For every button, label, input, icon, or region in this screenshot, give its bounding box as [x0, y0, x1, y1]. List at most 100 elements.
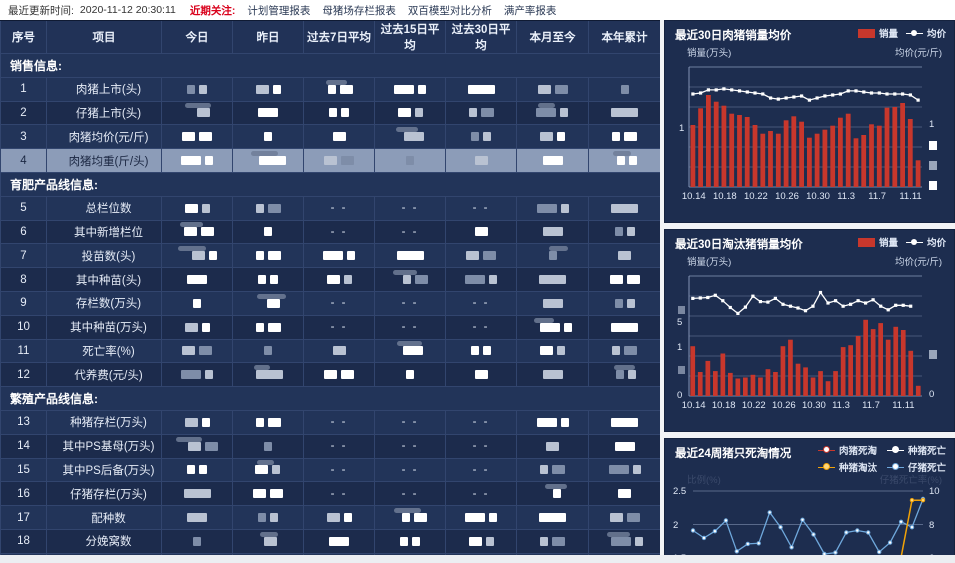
- row-value-cell: [445, 505, 517, 530]
- row-item-name: 存栏数(万头): [46, 290, 162, 316]
- row-value-cell: [161, 267, 233, 292]
- chart2-legend-item-volume[interactable]: 销量: [857, 235, 898, 249]
- redacted-value: [329, 108, 337, 118]
- row-value-cell: [303, 528, 375, 554]
- table-row[interactable]: 14 其中PS基母(万头) - -- -- -: [0, 433, 660, 459]
- table-row[interactable]: 1 肉猪上市(头): [0, 76, 660, 102]
- chart-xtick: 10.14: [681, 400, 706, 411]
- link-plan-management-report[interactable]: 计划管理报表: [247, 4, 311, 17]
- redacted-value: [615, 370, 624, 380]
- row-value-cell: [588, 362, 660, 388]
- redacted-value: [557, 346, 565, 356]
- row-index: 3: [0, 124, 47, 150]
- chart3-legend: 肉猪死淘 种猪死亡: [817, 443, 946, 474]
- redacted-value: [193, 298, 201, 308]
- table-row[interactable]: 15 其中PS后备(万头) - -- -- -: [0, 457, 660, 483]
- row-index: 1: [0, 76, 47, 102]
- table-row[interactable]: 17 配种数: [0, 505, 660, 530]
- chart3-y2label: 仔猪死亡率(%): [879, 475, 942, 486]
- table-row[interactable]: 9 存栏数(万头) - -- -- -: [0, 290, 660, 316]
- redacted-value: [412, 536, 420, 546]
- row-value-cell: [161, 148, 233, 173]
- link-double-hundred-model-analysis[interactable]: 双百模型对比分析: [407, 4, 492, 17]
- chart3-legend-item-breeder-cull[interactable]: 种猪淘汰: [817, 460, 877, 474]
- redacted-axis-tick: [929, 181, 937, 190]
- redacted-value: [187, 84, 195, 94]
- table-section-row: 育肥产品线信息:: [0, 171, 660, 197]
- row-value-cell: [445, 362, 517, 388]
- row-value-empty: - -: [445, 195, 517, 221]
- row-value-cell: [516, 481, 589, 507]
- chart3-legend-item-piglet-death[interactable]: 仔猪死亡: [886, 460, 946, 474]
- redacted-value: [332, 132, 346, 142]
- row-value-cell: [588, 76, 660, 102]
- row-value-empty: - -: [374, 433, 446, 459]
- table-row[interactable]: 11 死亡率(%): [0, 338, 660, 364]
- chart3-legend-item-breeder-death[interactable]: 种猪死亡: [886, 443, 946, 457]
- link-full-capacity-rate-report[interactable]: 满产率报表: [503, 4, 557, 17]
- redacted-value: [614, 227, 623, 237]
- chart2-legend: 销量 均价: [857, 235, 946, 249]
- row-value-cell: [161, 457, 233, 483]
- redacted-value: [187, 513, 207, 522]
- row-item-name: 代养费(元/头): [46, 362, 162, 388]
- chart2-legend-item-price[interactable]: 均价: [905, 235, 946, 249]
- row-value-cell: [588, 243, 660, 269]
- table-row[interactable]: 18 分娩窝数: [0, 528, 660, 554]
- chart-ytick: 1: [677, 342, 683, 353]
- col-header-today[interactable]: 今日: [161, 21, 233, 54]
- link-sow-farm-inventory-report[interactable]: 母猪场存栏报表: [322, 4, 396, 17]
- col-header-yesterday[interactable]: 昨日: [232, 21, 304, 54]
- redacted-value: [552, 536, 565, 546]
- table-row[interactable]: 4 肉猪均重(斤/头): [0, 148, 660, 173]
- row-item-name: 其中新增栏位: [46, 219, 162, 245]
- col-header-avg15[interactable]: 过去15日平均: [374, 21, 446, 54]
- redacted-value: [181, 156, 201, 166]
- table-row[interactable]: 13 种猪存栏(万头) - -- -- -: [0, 409, 660, 435]
- table-row[interactable]: 10 其中种苗(万头) - -- -- -: [0, 314, 660, 340]
- table-row[interactable]: 3 肉猪均价(元/斤): [0, 124, 660, 150]
- row-item-name: 肉猪均价(元/斤): [46, 124, 162, 150]
- table-row[interactable]: 2 仔猪上市(头): [0, 100, 660, 126]
- table-section-title: 销售信息:: [0, 53, 660, 78]
- redacted-value: [609, 275, 623, 285]
- row-value-cell: [445, 148, 517, 173]
- chart1-legend-item-price[interactable]: 均价: [905, 26, 946, 40]
- row-value-cell: [588, 219, 660, 245]
- redacted-value: [253, 489, 266, 499]
- chart1-legend-label-price: 均价: [926, 29, 946, 40]
- row-value-cell: [445, 76, 517, 102]
- topbar-accent-bar: [2, 3, 4, 17]
- redacted-value: [188, 441, 201, 451]
- table-row[interactable]: 12 代养费(元/头): [0, 362, 660, 388]
- col-header-item[interactable]: 项目: [46, 21, 162, 54]
- redacted-value: [264, 132, 272, 142]
- table-row[interactable]: 7 投苗数(头): [0, 243, 660, 269]
- redacted-value: [611, 203, 638, 213]
- col-header-index[interactable]: 序号: [0, 21, 47, 54]
- col-header-avg30[interactable]: 过去30日平均: [445, 21, 517, 54]
- table-row[interactable]: 6 其中新增栏位 - -- -: [0, 219, 660, 245]
- metrics-table-panel: 序号 项目 今日 昨日 过去7日平均 过去15日平均 过去30日平均 本月至今 …: [0, 20, 660, 563]
- chart2-legend-label-price: 均价: [926, 238, 946, 249]
- redacted-value: [401, 513, 410, 522]
- row-value-cell: [445, 219, 517, 245]
- chart1-legend-item-volume[interactable]: 销量: [857, 26, 898, 40]
- chart3-legend-item-fat-death[interactable]: 肉猪死淘: [817, 443, 877, 457]
- table-row[interactable]: 5 总栏位数 - -- -- -: [0, 195, 660, 221]
- col-header-avg7[interactable]: 过去7日平均: [303, 21, 375, 54]
- row-value-empty: - -: [374, 409, 446, 435]
- redacted-value: [394, 84, 414, 94]
- table-row[interactable]: 16 仔猪存栏(万头) - -- -- -: [0, 481, 660, 507]
- table-row[interactable]: 8 其中种苗(头): [0, 267, 660, 292]
- row-value-cell: [588, 148, 660, 173]
- row-value-cell: [232, 338, 304, 364]
- redacted-value: [270, 489, 283, 499]
- col-header-mtd[interactable]: 本月至今: [516, 21, 589, 54]
- line-swatch-icon: [886, 446, 904, 455]
- row-item-name: 总栏位数: [46, 195, 162, 221]
- row-value-cell: [588, 433, 660, 459]
- row-value-cell: [161, 124, 233, 150]
- col-header-ytd[interactable]: 本年累计: [588, 21, 660, 54]
- row-value-cell: [161, 100, 233, 126]
